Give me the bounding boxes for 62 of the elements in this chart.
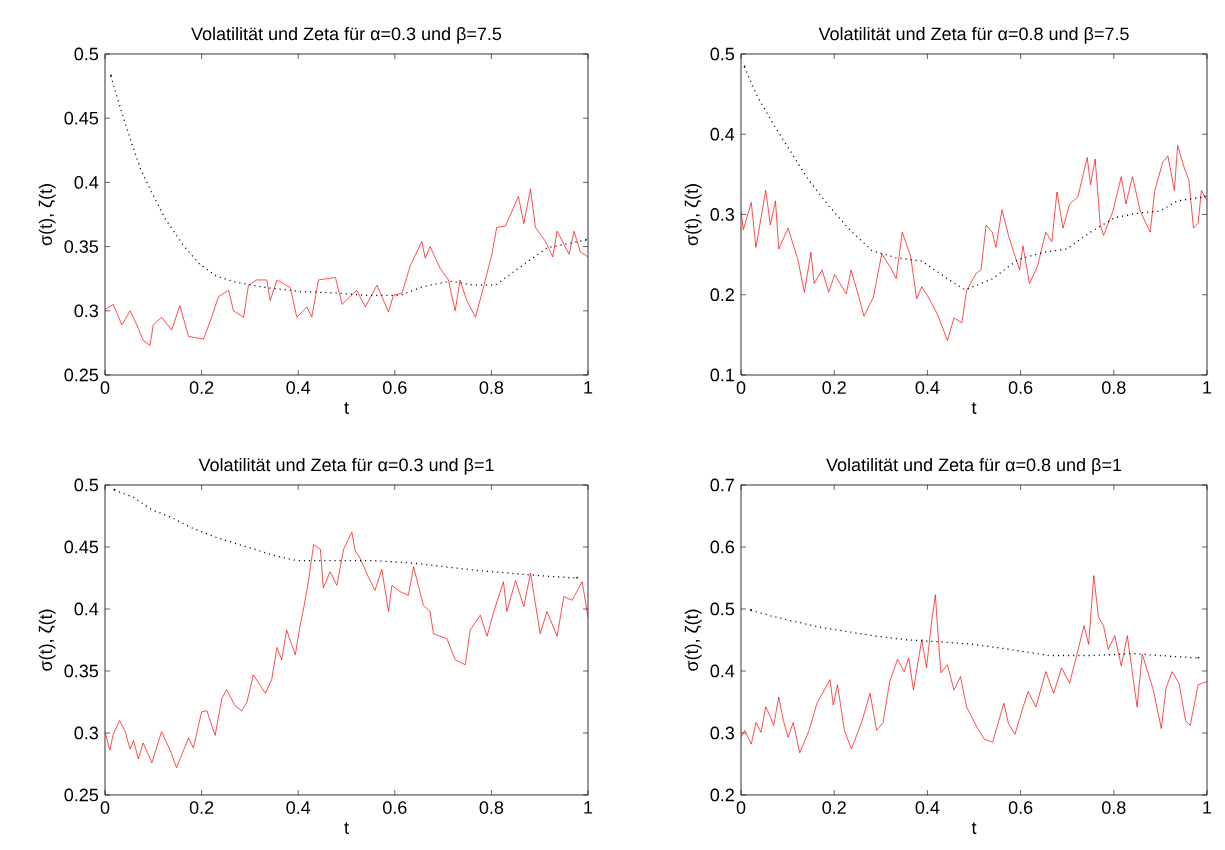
x-tick-label: 0 <box>100 801 110 814</box>
x-tick-label: 0.4 <box>915 801 940 814</box>
x-axis-title: t <box>971 402 977 414</box>
y-tick-label: 0.45 <box>64 540 99 554</box>
x-tick-label: 0.4 <box>286 801 311 814</box>
y-tick-label: 0.1 <box>710 368 734 382</box>
x-axis-title: t <box>344 402 349 414</box>
x-tick-label: 0 <box>736 381 746 394</box>
y-tick-label: 0.4 <box>710 127 735 141</box>
x-tick-label: 0.2 <box>189 801 214 814</box>
chart-title: Volatilität und Zeta für α=0.8 und β=7.5 <box>818 27 1129 44</box>
y-tick-label: 0.6 <box>710 540 735 554</box>
y-tick-label: 0.3 <box>710 726 735 740</box>
x-tick-label: 0.2 <box>189 381 214 394</box>
x-tick-label: 0.8 <box>1102 801 1126 814</box>
x-tick-label: 1 <box>1203 801 1212 814</box>
y-tick-label: 0.25 <box>64 788 99 802</box>
y-axis-title: σ(t), ζ(t) <box>684 609 702 671</box>
chart-title: Volatilität und Zeta für α=0.3 und β=7.5 <box>191 27 502 44</box>
y-axis-title: σ(t), ζ(t) <box>38 609 56 671</box>
x-tick-label: 0.4 <box>286 381 311 394</box>
y-tick-label: 0.7 <box>710 478 734 492</box>
y-tick-label: 0.4 <box>74 602 99 616</box>
line-series <box>741 145 1208 341</box>
x-tick-label: 0.6 <box>1008 381 1033 394</box>
y-tick-label: 0.35 <box>64 664 99 678</box>
x-tick-label: 0.4 <box>915 381 940 394</box>
y-tick-label: 0.45 <box>64 111 99 125</box>
x-tick-label: 1 <box>584 381 593 394</box>
x-tick-label: 0 <box>100 381 110 394</box>
chart-title: Volatilität und Zeta für α=0.8 und β=1 <box>826 458 1122 475</box>
x-tick-label: 0.2 <box>822 381 846 394</box>
x-tick-label: 0.8 <box>479 381 504 394</box>
x-tick-label: 1 <box>584 801 593 814</box>
y-tick-label: 0.4 <box>710 664 735 678</box>
y-tick-label: 0.3 <box>710 208 735 221</box>
x-tick-label: 0.6 <box>383 801 407 814</box>
chart-title: Volatilität und Zeta für α=0.3 und β=1 <box>198 458 494 475</box>
y-tick-label: 0.25 <box>64 368 99 382</box>
y-tick-label: 0.3 <box>74 726 99 740</box>
y-tick-label: 0.5 <box>74 47 99 61</box>
x-tick-label: 0.8 <box>1102 381 1126 394</box>
y-tick-label: 0.5 <box>74 478 99 492</box>
x-tick-label: 0 <box>736 801 746 814</box>
line-series <box>105 531 589 769</box>
line-series <box>105 188 589 346</box>
x-tick-label: 0.6 <box>1008 801 1033 814</box>
x-tick-label: 0.8 <box>479 801 504 814</box>
x-tick-label: 0.6 <box>383 381 407 394</box>
y-tick-label: 0.35 <box>64 240 99 253</box>
y-tick-label: 0.3 <box>74 304 99 318</box>
y-axis-title: σ(t), ζ(t) <box>684 184 702 246</box>
x-tick-label: 0.2 <box>822 801 846 814</box>
x-axis-title: t <box>971 822 977 834</box>
y-tick-label: 0.2 <box>710 788 734 802</box>
y-tick-label: 0.2 <box>710 288 734 302</box>
y-axis-title: σ(t), ζ(t) <box>38 184 56 246</box>
y-tick-label: 0.4 <box>74 176 99 189</box>
x-tick-label: 1 <box>1203 381 1212 394</box>
y-tick-label: 0.5 <box>710 602 735 616</box>
x-axis-title: t <box>344 822 349 834</box>
y-tick-label: 0.5 <box>710 47 735 61</box>
